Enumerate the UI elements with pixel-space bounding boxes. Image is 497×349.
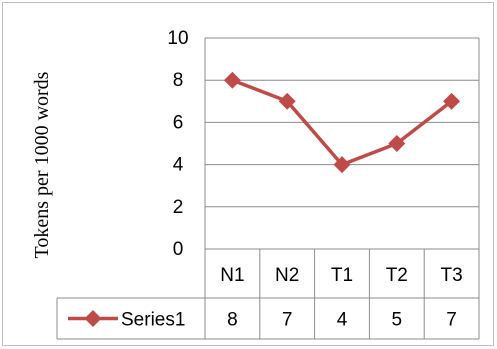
x-category-label-T1: T1 — [331, 265, 353, 286]
data-point-T2 — [388, 135, 406, 152]
table-value-T2: 5 — [392, 310, 403, 331]
y-tick-label-8: 8 — [173, 70, 184, 91]
data-point-N1 — [223, 71, 241, 89]
table-value-N1: 8 — [227, 310, 238, 331]
x-category-label-T2: T2 — [386, 265, 408, 286]
data-table: N1 N2 T1 T2 T3 Series1 8 7 4 5 7 — [56, 249, 479, 340]
data-point-T1 — [333, 156, 351, 174]
y-tick-label-6: 6 — [173, 112, 184, 133]
legend-marker-0 — [84, 310, 102, 327]
data-point-T3 — [443, 92, 461, 110]
x-category-label-N1: N1 — [220, 265, 244, 286]
x-category-label-N2: N2 — [275, 265, 299, 286]
y-tick-label-4: 4 — [173, 155, 184, 176]
chart-frame — [2, 2, 494, 346]
table-value-T3: 7 — [446, 310, 457, 331]
x-category-label-T3: T3 — [441, 265, 463, 286]
y-axis-label: Tokens per 1000 words — [31, 71, 53, 258]
series-group — [223, 71, 461, 174]
table-value-T1: 4 — [337, 310, 348, 331]
y-tick-label-0: 0 — [173, 239, 184, 260]
y-tick-label-2: 2 — [173, 197, 184, 218]
grid — [204, 37, 480, 339]
legend-series-name-0: Series1 — [121, 310, 185, 331]
data-point-N2 — [278, 92, 296, 110]
table-value-N2: 7 — [282, 310, 293, 331]
y-tick-label-10: 10 — [167, 28, 188, 49]
y-tick-labels: 0 2 4 6 8 10 — [167, 28, 188, 260]
